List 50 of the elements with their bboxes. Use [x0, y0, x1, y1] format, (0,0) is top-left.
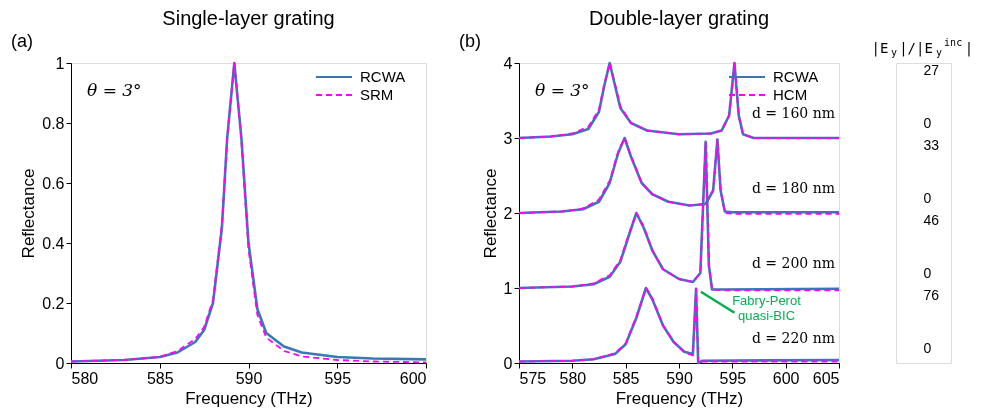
x-tick-label: 575 — [519, 369, 547, 387]
y-tick-label: 0.6 — [42, 174, 65, 192]
x-tick-label: 605 — [812, 369, 840, 387]
annotation: d = 180 nm — [751, 180, 835, 196]
chart-title: Single-layer grating — [162, 7, 335, 29]
chart-title: Double-layer grating — [588, 7, 770, 29]
text: 0 — [923, 265, 932, 281]
x-tick-label: 600 — [772, 369, 800, 387]
text: (a) — [11, 31, 33, 51]
text: 46 — [923, 212, 940, 228]
text: 0 — [923, 190, 932, 206]
x-tick-label: 585 — [146, 369, 174, 387]
x-tick-label: 580 — [559, 369, 587, 387]
y-tick-label: 0.8 — [42, 114, 65, 132]
x-axis-title: Frequency (THz) — [615, 388, 744, 408]
y-tick-label: 0.4 — [42, 234, 65, 252]
y-axis-title: Reflectance — [19, 168, 39, 259]
y-tick-label: 1 — [503, 279, 513, 297]
annotation: θ = 3° — [535, 80, 590, 100]
annotation: θ = 3° — [87, 80, 142, 100]
x-tick-label: 595 — [719, 369, 747, 387]
x-tick-label: 595 — [324, 369, 352, 387]
text: (b) — [459, 31, 481, 51]
x-tick-label: 590 — [235, 369, 263, 387]
annotation: d = 160 nm — [751, 105, 835, 121]
y-tick-label: 0 — [503, 354, 513, 372]
legend-label: RCWA — [773, 68, 819, 85]
x-tick-label: 600 — [399, 369, 427, 387]
text: 0 — [923, 115, 932, 131]
y-tick-label: 3 — [503, 129, 513, 147]
annotation: d = 220 nm — [751, 330, 835, 346]
x-tick-label: 580 — [71, 369, 99, 387]
y-tick-label: 4 — [503, 54, 513, 72]
text: 27 — [923, 62, 940, 78]
annotation: d = 200 nm — [751, 255, 835, 271]
y-tick-label: 2 — [503, 204, 513, 222]
x-axis-title: Frequency (THz) — [185, 388, 313, 408]
x-tick-label: 590 — [666, 369, 693, 387]
y-tick-label: 1 — [55, 54, 65, 72]
text: 0 — [923, 340, 932, 356]
text: 33 — [923, 137, 940, 153]
y-tick-label: 0.2 — [42, 294, 65, 312]
y-tick-label: 0 — [55, 354, 65, 372]
y-axis-title: Reflectance — [480, 168, 500, 259]
legend-label: RCWA — [360, 68, 406, 85]
annotation: Fabry-Perot quasi-BIC — [732, 292, 802, 323]
x-tick-label: 585 — [612, 369, 640, 387]
legend-label: HCM — [773, 86, 808, 103]
legend-label: SRM — [360, 86, 394, 103]
text: 76 — [923, 287, 940, 303]
